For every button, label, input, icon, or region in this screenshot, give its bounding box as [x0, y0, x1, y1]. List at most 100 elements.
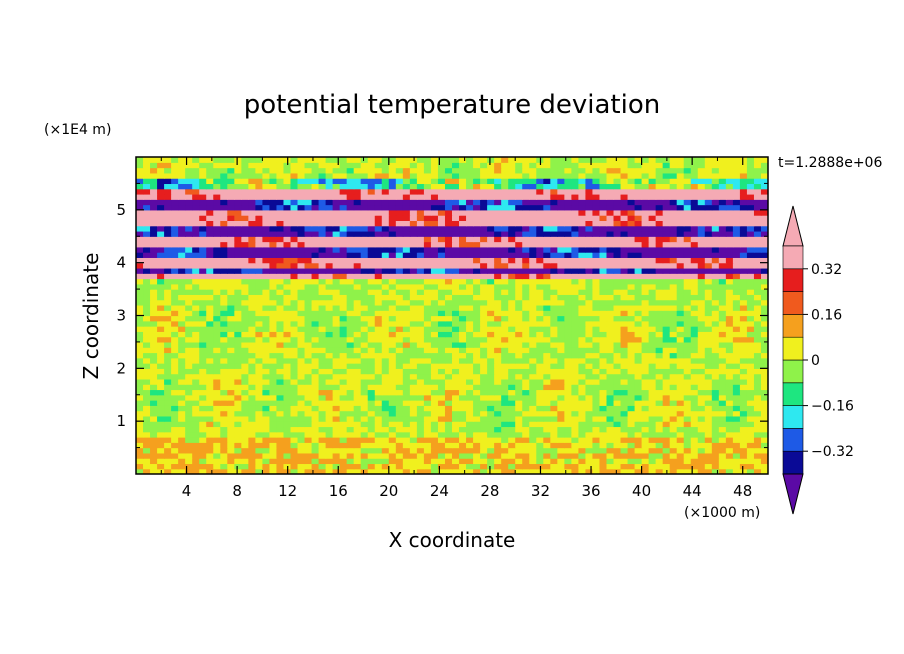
contour-cell: [136, 389, 144, 396]
contour-cell: [522, 283, 530, 290]
contour-cell: [444, 236, 453, 243]
contour-cell: [248, 278, 256, 285]
contour-cell: [592, 183, 601, 190]
contour-cell: [739, 188, 748, 195]
contour-cell: [522, 384, 530, 391]
contour-cell: [192, 241, 200, 248]
contour-cell: [487, 225, 495, 232]
contour-cell: [353, 437, 362, 443]
contour-cell: [676, 400, 685, 406]
contour-cell: [150, 188, 158, 195]
contour-cell: [543, 458, 551, 465]
contour-cell: [311, 241, 320, 248]
contour-cell: [508, 262, 516, 269]
contour-cell: [185, 373, 193, 380]
contour-cell: [381, 373, 390, 380]
contour-cell: [704, 193, 713, 200]
contour-cell: [269, 352, 278, 359]
contour-cell: [487, 410, 495, 417]
contour-cell: [620, 341, 629, 348]
contour-cell: [143, 437, 151, 443]
contour-cell: [634, 246, 643, 253]
contour-cell: [683, 468, 692, 474]
contour-cell: [655, 289, 664, 295]
contour-cell: [676, 320, 685, 327]
contour-cell: [339, 400, 348, 406]
contour-cell: [206, 373, 214, 380]
contour-cell: [290, 437, 299, 443]
contour-cell: [599, 458, 608, 465]
contour-cell: [178, 289, 186, 295]
contour-cell: [388, 209, 397, 216]
contour-cell: [487, 246, 495, 253]
contour-cell: [564, 458, 572, 465]
contour-cell: [346, 193, 355, 200]
contour-cell: [388, 188, 397, 195]
contour-cell: [402, 347, 411, 354]
contour-cell: [381, 426, 390, 433]
contour-cell: [409, 209, 418, 216]
contour-cell: [206, 405, 214, 412]
contour-cell: [529, 347, 537, 354]
contour-cell: [760, 336, 768, 343]
contour-cell: [178, 267, 186, 274]
contour-cell: [192, 246, 200, 253]
contour-cell: [732, 463, 741, 470]
contour-cell: [613, 421, 622, 428]
contour-cell: [178, 230, 186, 237]
contour-cell: [627, 468, 636, 474]
contour-cell: [402, 252, 411, 258]
contour-cell: [395, 267, 404, 274]
contour-cell: [683, 389, 692, 396]
contour-cell: [353, 415, 362, 422]
contour-cell: [739, 294, 748, 301]
contour-cell: [466, 458, 474, 465]
contour-cell: [718, 278, 727, 285]
contour-cell: [641, 215, 650, 221]
contour-cell: [444, 352, 453, 359]
contour-cell: [150, 378, 158, 385]
contour-cell: [276, 283, 285, 290]
contour-cell: [697, 294, 706, 301]
contour-cell: [213, 283, 221, 290]
contour-cell: [501, 230, 509, 237]
contour-cell: [718, 299, 727, 306]
contour-cell: [192, 257, 200, 264]
contour-cell: [760, 209, 768, 216]
contour-cell: [494, 310, 502, 317]
contour-cell: [164, 320, 172, 327]
contour-cell: [220, 188, 228, 195]
contour-cell: [718, 215, 727, 221]
contour-cell: [374, 188, 383, 195]
contour-cell: [536, 183, 544, 190]
contour-cell: [753, 304, 762, 311]
contour-cell: [353, 426, 362, 433]
contour-cell: [557, 368, 565, 375]
contour-cell: [487, 236, 495, 243]
contour-cell: [452, 347, 460, 354]
contour-cell: [269, 437, 278, 443]
contour-cell: [711, 357, 720, 364]
contour-cell: [381, 437, 390, 443]
contour-cell: [339, 389, 348, 396]
contour-cell: [676, 289, 685, 295]
contour-cell: [592, 236, 601, 243]
contour-cell: [213, 304, 221, 311]
contour-cell: [381, 246, 390, 253]
contour-cell: [732, 447, 741, 454]
contour-cell: [423, 188, 432, 195]
contour-cell: [669, 336, 678, 343]
contour-cell: [704, 442, 713, 449]
contour-cell: [683, 262, 692, 269]
contour-cell: [283, 389, 292, 396]
contour-cell: [522, 363, 530, 369]
contour-cell: [690, 400, 699, 406]
contour-cell: [444, 278, 453, 285]
contour-cell: [676, 463, 685, 470]
contour-cell: [388, 431, 397, 438]
contour-cell: [459, 437, 467, 443]
contour-cell: [332, 437, 341, 443]
contour-cell: [515, 415, 523, 422]
contour-cell: [550, 426, 558, 433]
